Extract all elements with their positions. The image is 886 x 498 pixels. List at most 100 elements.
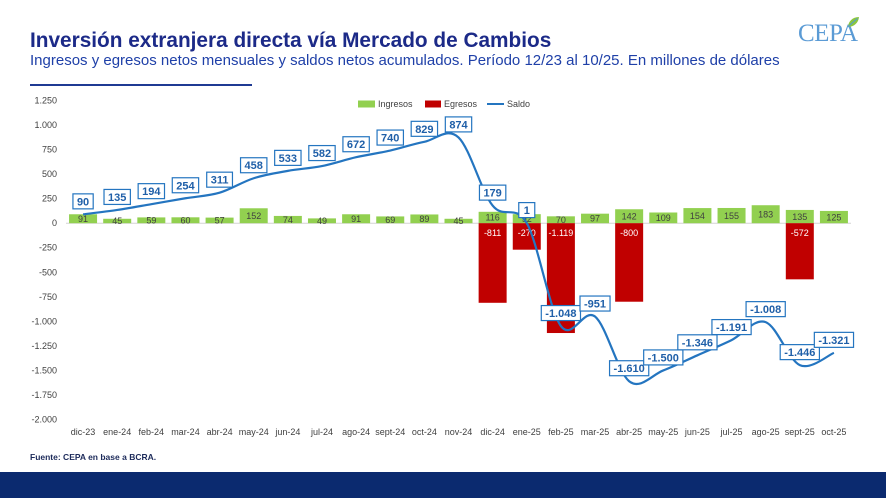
bar-label-egresos: -572 <box>791 228 809 238</box>
bar-label-ingresos: 135 <box>792 212 807 222</box>
saldo-label-box <box>540 304 582 322</box>
y-tick-label: -1.500 <box>31 365 57 375</box>
bar-ingresos <box>171 217 200 224</box>
saldo-label-box <box>376 129 405 146</box>
saldo-data-label: -1.346 <box>677 334 718 351</box>
saldo-label-text: 194 <box>142 186 161 198</box>
y-tick-label: -1.750 <box>31 390 57 400</box>
saldo-label-box <box>518 201 536 219</box>
saldo-label-text: 90 <box>77 196 89 208</box>
x-tick-label: ago-25 <box>752 427 780 437</box>
saldo-data-label: 458 <box>239 157 268 174</box>
saldo-label-text: 135 <box>108 192 126 204</box>
saldo-data-label: 672 <box>342 136 370 153</box>
leaf-icon <box>847 17 859 28</box>
saldo-label-box <box>711 318 752 336</box>
x-tick-label: jul-25 <box>720 427 743 437</box>
y-tick-label: 750 <box>42 145 57 155</box>
cepa-logo: CEPA <box>798 17 862 51</box>
y-tick-label: 250 <box>42 194 57 204</box>
x-tick-label: dic-23 <box>71 427 96 437</box>
saldo-data-label: 311 <box>206 171 234 188</box>
saldo-data-label: -1.191 <box>711 318 752 336</box>
saldo-label-box <box>478 184 507 201</box>
bar-ingresos <box>649 212 678 224</box>
saldo-data-label: 1 <box>518 201 536 219</box>
y-tick-label: -1.250 <box>31 341 57 351</box>
saldo-label-text: 829 <box>415 124 433 136</box>
bar-label-ingresos: 91 <box>351 214 361 224</box>
saldo-label-text: -1.346 <box>682 337 713 349</box>
x-tick-label: abr-24 <box>207 427 233 437</box>
y-axis: 1.250 1.000 750 500 250 0 -250 -500 -750 -1.000 -1… <box>31 96 57 425</box>
bar-ingresos <box>410 214 439 224</box>
bar-label-ingresos: 74 <box>283 215 293 225</box>
saldo-label-text: -1.446 <box>784 347 815 359</box>
y-tick-label: -500 <box>39 267 57 277</box>
saldo-label-text: -1.008 <box>750 304 781 316</box>
labels-saldo: 90 135 194 254 311 458 533 582 672 740 829 874 179 1 -… <box>72 116 855 377</box>
bar-label-egresos: -270 <box>518 228 536 238</box>
saldo-label-text: 874 <box>449 119 468 131</box>
bar-label-ingresos: 45 <box>112 216 122 226</box>
saldo-label-text: 311 <box>211 175 229 187</box>
bar-label-egresos: -811 <box>484 228 501 238</box>
bar-ingresos <box>273 215 302 224</box>
bar-ingresos <box>239 208 268 224</box>
saldo-label-box <box>274 149 302 166</box>
saldo-label-box <box>171 177 200 194</box>
x-tick-label: mar-24 <box>171 427 200 437</box>
x-tick-label: sept-25 <box>785 427 815 437</box>
saldo-label-box <box>308 144 336 162</box>
y-tick-label: -2.000 <box>31 415 57 425</box>
saldo-label-text: -1.321 <box>818 335 849 347</box>
x-tick-label: jul-24 <box>310 427 333 437</box>
bar-ingresos <box>103 218 132 224</box>
saldo-label-box <box>72 193 94 210</box>
bar-label-egresos: -1.119 <box>548 228 573 238</box>
saldo-label-box <box>410 120 439 137</box>
x-tick-label: oct-24 <box>412 427 437 437</box>
saldo-data-label: -1.610 <box>608 360 650 377</box>
saldo-data-label: -1.048 <box>540 304 582 322</box>
bar-label-ingresos: 155 <box>724 211 739 221</box>
bar-ingresos <box>444 218 473 224</box>
saldo-data-label: -1.446 <box>779 344 821 361</box>
x-tick-label: may-25 <box>648 427 678 437</box>
bar-ingresos <box>581 213 610 224</box>
saldo-label-text: 458 <box>245 160 263 172</box>
bars-egresos <box>478 223 814 334</box>
y-tick-label: 500 <box>42 169 57 179</box>
bar-ingresos <box>376 216 405 224</box>
chart-subtitle: Ingresos y egresos netos mensuales y sal… <box>30 52 780 69</box>
bar-ingresos <box>683 208 712 224</box>
source-note: Fuente: CEPA en base a BCRA. <box>30 452 157 462</box>
x-tick-label: feb-25 <box>548 427 574 437</box>
x-tick-label: jun-25 <box>684 427 710 437</box>
saldo-label-box <box>206 171 234 188</box>
labels-egresos: -811 -270 -1.119 -800 -572 <box>484 228 809 238</box>
legend-label-saldo: Saldo <box>507 99 530 109</box>
bar-label-ingresos: 45 <box>453 216 463 226</box>
saldo-label-box <box>745 301 786 318</box>
saldo-data-label: 194 <box>137 183 166 200</box>
saldo-label-text: 740 <box>381 133 399 145</box>
bar-label-ingresos: 60 <box>180 215 190 225</box>
y-tick-label: 1.250 <box>34 96 57 106</box>
logo-wordmark: CEPA <box>798 20 858 47</box>
x-axis: dic-23 ene-24 feb-24 mar-24 abr-24 may-24 jun-… <box>71 427 847 437</box>
bar-label-ingresos: 183 <box>758 209 773 219</box>
x-tick-label: feb-24 <box>139 427 165 437</box>
saldo-data-label: 135 <box>103 188 131 206</box>
bar-label-ingresos: 125 <box>826 212 841 222</box>
x-tick-label: ene-24 <box>103 427 131 437</box>
legend-swatch-ingresos <box>358 100 375 108</box>
bar-label-ingresos: 97 <box>590 214 600 224</box>
bar-ingresos <box>546 216 575 224</box>
footer-bar <box>0 472 886 498</box>
saldo-label-text: -951 <box>584 299 606 311</box>
saldo-line <box>82 132 835 386</box>
saldo-label-box <box>813 331 855 348</box>
y-tick-label: -750 <box>39 292 57 302</box>
x-tick-label: sept-24 <box>375 427 405 437</box>
